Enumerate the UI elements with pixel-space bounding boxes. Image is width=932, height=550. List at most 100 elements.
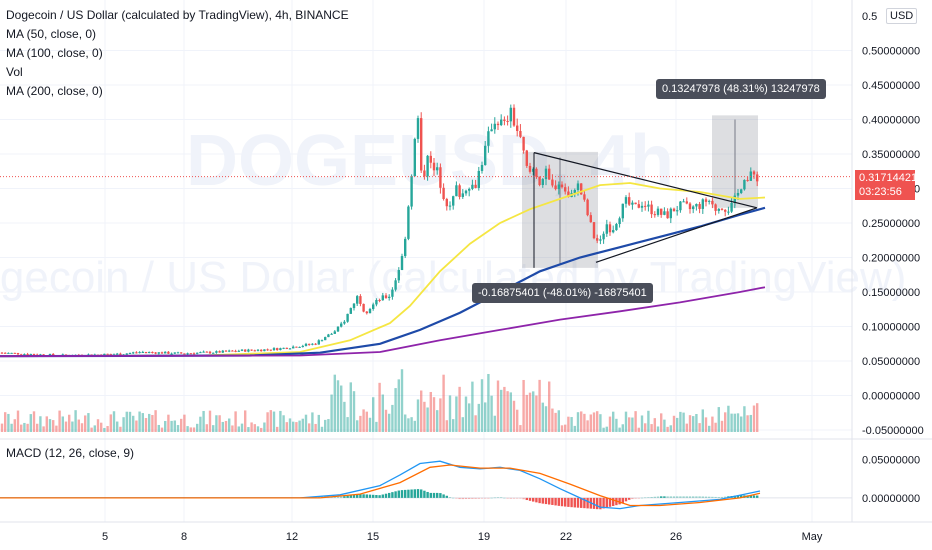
- triangle-pattern[interactable]: [533, 152, 758, 268]
- volume-bar: [749, 414, 752, 432]
- legend-ma100[interactable]: MA (100, close, 0): [6, 46, 103, 60]
- volume-bar: [151, 415, 154, 432]
- macd-hist-bar: [349, 495, 352, 498]
- macd-hist-bar: [631, 497, 634, 500]
- macd-axis-label: 0.00000000: [862, 493, 920, 505]
- macd-hist-bar: [656, 496, 660, 498]
- volume-bar: [474, 415, 477, 432]
- macd-hist-bar: [480, 497, 484, 499]
- volume-bar: [13, 419, 16, 432]
- volume-bar: [407, 418, 410, 432]
- volume-bar: [87, 413, 90, 432]
- volume-bar: [285, 422, 288, 432]
- candle-body: [324, 337, 327, 341]
- macd-hist-bar: [400, 490, 404, 498]
- volume-bar: [266, 412, 269, 432]
- volume-bar: [119, 426, 122, 432]
- volume-bar: [10, 423, 13, 432]
- volume-bar: [404, 414, 407, 432]
- macd-hist-bar: [436, 492, 439, 498]
- legend-vol[interactable]: Vol: [6, 65, 23, 79]
- macd-hist-bar: [576, 497, 580, 508]
- candle-body: [730, 202, 733, 212]
- volume-bar: [356, 420, 359, 432]
- candle-body: [704, 199, 708, 202]
- macd-hist-bar: [455, 497, 458, 499]
- candle-body: [672, 208, 676, 212]
- candle-body: [397, 269, 400, 281]
- macd-hist-bar: [426, 491, 429, 498]
- macd-legend[interactable]: MACD (12, 26, close, 9): [6, 446, 135, 460]
- macd-hist-bar: [391, 492, 394, 498]
- candle-body: [244, 349, 247, 352]
- candle-body: [256, 349, 260, 351]
- volume-bar: [512, 400, 516, 432]
- volume-bar: [519, 425, 522, 432]
- candle-body: [375, 299, 378, 305]
- candle-body: [16, 352, 20, 355]
- volume-bar: [304, 414, 308, 432]
- volume-bar: [480, 379, 484, 432]
- volume-bar: [570, 417, 573, 432]
- price-axis-label: 0.15000000: [862, 287, 920, 299]
- volume-bar: [176, 425, 180, 432]
- volume-bar: [560, 425, 564, 432]
- candle-body: [231, 350, 234, 352]
- macd-axis-label: 0.05000000: [862, 455, 920, 467]
- volume-bar: [64, 421, 68, 432]
- volume-bar: [90, 427, 93, 432]
- volume-bar: [602, 427, 605, 432]
- chart-legend: Dogecoin / US Dollar (calculated by Trad…: [6, 6, 349, 101]
- legend-ma50[interactable]: MA (50, close, 0): [6, 27, 97, 41]
- candle-body: [551, 179, 554, 186]
- volume-bar: [298, 420, 301, 432]
- candle-body: [301, 345, 304, 347]
- volume-bar: [368, 417, 372, 432]
- volume-bar: [554, 412, 557, 432]
- volume-bar: [343, 401, 346, 432]
- volume-bar: [644, 423, 647, 432]
- candle-body: [327, 334, 330, 338]
- measure-label-down[interactable]: -0.16875401 (-48.01%) -16875401: [472, 283, 653, 303]
- candle-body: [359, 296, 362, 304]
- candle-body: [650, 204, 653, 215]
- macd-hist-bar: [509, 497, 512, 499]
- macd-hist-bar: [416, 489, 420, 498]
- candle-body: [391, 289, 394, 297]
- volume-bar: [461, 417, 464, 432]
- candle-body: [426, 155, 429, 177]
- macd-hist-bar: [512, 497, 516, 499]
- currency-badge[interactable]: USD: [886, 8, 918, 24]
- macd-hist-bar: [532, 497, 535, 502]
- volume-bar: [656, 426, 660, 432]
- volume-bar: [378, 382, 381, 432]
- legend-ma200[interactable]: MA (200, close, 0): [6, 84, 103, 98]
- candle-body: [157, 352, 160, 354]
- volume-bar: [231, 425, 234, 432]
- macd-hist-bar: [692, 496, 695, 498]
- candle-body: [346, 313, 349, 322]
- macd-hist-bar: [637, 497, 640, 499]
- volume-bar: [624, 411, 628, 432]
- candle-body: [202, 351, 205, 353]
- volume-bar: [314, 423, 317, 432]
- candle-body: [695, 203, 698, 207]
- volume-bar: [410, 417, 413, 432]
- candle-body: [221, 350, 224, 353]
- candle-body: [740, 189, 743, 193]
- volume-bar: [132, 415, 135, 432]
- measure-label-up[interactable]: 0.13247978 (48.31%) 13247978: [656, 79, 826, 99]
- macd-hist-bar: [445, 495, 448, 498]
- candle-body: [394, 280, 397, 290]
- volume-bar: [557, 410, 560, 432]
- candle-body: [189, 353, 192, 355]
- volume-bar: [573, 425, 576, 432]
- candle-body: [276, 348, 279, 351]
- volume-bar: [295, 422, 298, 432]
- candle-body: [336, 326, 340, 332]
- macd-hist-bar: [458, 497, 461, 500]
- chart-title[interactable]: Dogecoin / US Dollar (calculated by Trad…: [6, 8, 349, 22]
- volume-bar: [128, 411, 132, 432]
